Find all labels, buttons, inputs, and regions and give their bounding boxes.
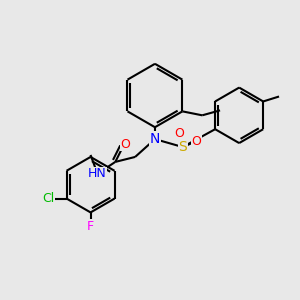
Text: S: S: [178, 140, 187, 154]
Text: HN: HN: [88, 167, 107, 180]
Text: F: F: [87, 220, 94, 233]
Text: Cl: Cl: [43, 192, 55, 205]
Text: O: O: [120, 138, 130, 151]
Text: N: N: [150, 132, 160, 146]
Text: O: O: [174, 127, 184, 140]
Text: O: O: [192, 135, 202, 148]
